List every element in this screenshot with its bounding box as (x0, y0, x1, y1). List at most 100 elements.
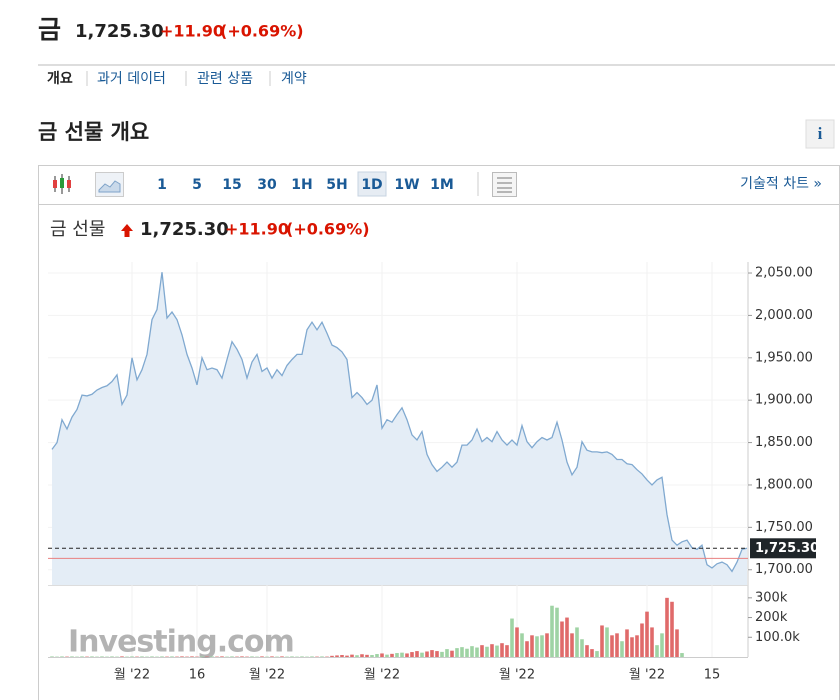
volume-bar (495, 645, 499, 657)
price-line (51, 272, 748, 573)
volume-bar (210, 656, 214, 657)
volume-bar (585, 645, 589, 657)
volume-bar (565, 617, 569, 657)
y-tick-label: 2,050.00 (755, 266, 813, 281)
instrument-title: 금 (38, 15, 61, 44)
chart-change-pct: (+0.69%) (286, 220, 370, 239)
volume-tick-label: 100.0k (755, 630, 800, 645)
last-value-box (750, 538, 816, 559)
volume-bar (520, 633, 524, 657)
volume-bar (300, 656, 304, 657)
x-tick-label: 15 (704, 668, 721, 683)
x-tick-label: 16 (189, 668, 206, 683)
x-tick-label: 월 '22 (364, 668, 400, 683)
volume-bar (345, 655, 349, 657)
interval[interactable]: 1 (157, 177, 167, 193)
volume-bar (110, 656, 114, 657)
volume-bar (240, 656, 244, 657)
volume-bar (480, 645, 484, 657)
volume-bar (590, 649, 594, 657)
tab[interactable]: 계약 (281, 71, 307, 87)
active-interval-bg (357, 171, 387, 197)
chart-change: +11.90 (225, 220, 289, 239)
volume-bar (545, 633, 549, 657)
tab[interactable]: 개요 (47, 71, 73, 87)
volume-bar (385, 654, 389, 657)
y-tick-label: 1,900.00 (755, 393, 813, 408)
watermark: Investing.com (68, 625, 294, 660)
interval[interactable]: 1W (394, 177, 419, 193)
volume-bar (260, 656, 264, 657)
change: +11.90 (160, 22, 224, 41)
y-tick-label: 1,850.00 (755, 435, 813, 450)
x-tick-label: 월 '22 (249, 668, 285, 683)
tabs: 개요 과거 데이터 관련 상품 계약 (47, 71, 307, 87)
volume-bar (540, 635, 544, 657)
volume-bar (510, 618, 514, 657)
volume-bar (430, 650, 434, 657)
volume-bar (640, 623, 644, 657)
volume-bar (200, 656, 204, 657)
y-tick-label: 1,800.00 (755, 477, 813, 492)
volume-tick-label: 300k (755, 590, 788, 605)
table-icon-glyph (497, 177, 512, 193)
tab[interactable]: 관련 상품 (197, 71, 253, 87)
volume-bar (395, 653, 399, 657)
table-icon[interactable] (492, 172, 517, 197)
volume-bar (410, 652, 414, 657)
volume-bar (440, 651, 444, 657)
volume-bar (605, 627, 609, 657)
x-tick-label: 월 '22 (114, 668, 150, 683)
volume-bar (475, 647, 479, 657)
interval[interactable]: 5 (192, 177, 202, 193)
candle-icon[interactable] (53, 174, 71, 194)
interval[interactable]: 30 (257, 177, 277, 193)
info-button[interactable] (805, 119, 835, 149)
interval[interactable]: 15 (222, 177, 241, 193)
tab[interactable]: 과거 데이터 (97, 71, 166, 87)
volume-bar (230, 656, 234, 657)
volume-bar (455, 648, 459, 657)
volume-bar (370, 655, 374, 657)
volume-bar (355, 655, 359, 657)
y-tick-label: 2,000.00 (755, 308, 813, 323)
volume-bar (60, 656, 64, 657)
volume-bar (270, 656, 274, 657)
interval[interactable]: 5H (326, 177, 347, 193)
volume-bar (460, 647, 464, 657)
technical-chart-link[interactable]: 기술적 차트 » (740, 176, 822, 192)
volume-bar (330, 655, 334, 657)
volume-bar (50, 656, 54, 657)
volume-bar (350, 654, 354, 657)
volume-bar (160, 656, 164, 657)
volume-bar (635, 635, 639, 657)
volume-bar (335, 655, 339, 657)
volume-bar (675, 629, 679, 657)
volume-bar (470, 646, 474, 657)
volume-bar (660, 633, 664, 657)
price-area (52, 272, 747, 585)
info-button-label[interactable]: i (818, 124, 823, 143)
chart-price: 1,725.30 (140, 219, 229, 240)
volume-bar (490, 644, 494, 657)
y-tick-label: 1,950.00 (755, 350, 813, 365)
volume-bar (100, 656, 104, 657)
volume-bar (555, 607, 559, 657)
volume-bar (90, 656, 94, 657)
interval[interactable]: 1D (361, 177, 382, 193)
volume-bar (560, 621, 564, 657)
price: 1,725.30 (75, 21, 164, 42)
volume-bar (340, 655, 344, 657)
volume-bar (400, 652, 404, 657)
volume-bar (535, 636, 539, 657)
x-tick-label: 월 '22 (499, 668, 535, 683)
interval[interactable]: 1H (291, 177, 312, 193)
volume-bar (630, 637, 634, 657)
interval[interactable]: 1M (430, 177, 454, 193)
volume-bar (425, 651, 429, 657)
volume-bar (80, 656, 84, 657)
plot: 월 '22 16 월 '22 월 '22 월 '22 월 '22 15 1,700.00 1,7… (48, 262, 819, 683)
volume-bar (580, 639, 584, 657)
volume-bar (375, 654, 379, 657)
